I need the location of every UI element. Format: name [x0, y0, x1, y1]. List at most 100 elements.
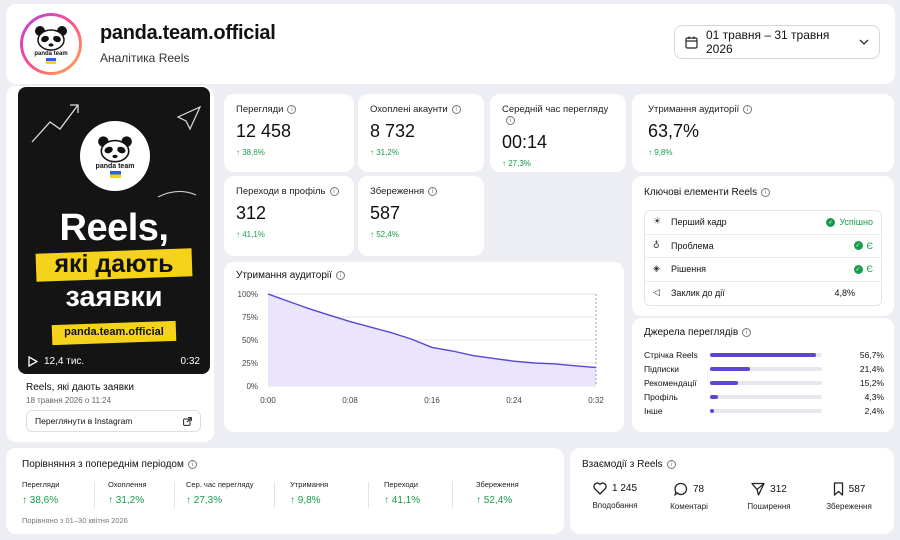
source-bar — [710, 381, 739, 385]
thumbnail-logo: panda team — [80, 121, 150, 191]
key-element-status: Є — [866, 240, 873, 251]
thumbnail-headline-3: заявки — [65, 281, 163, 313]
comparison-item: Переходи ↑ 41,1% — [384, 480, 474, 506]
check-circle-icon: ✓ — [826, 217, 836, 227]
info-icon[interactable]: i — [428, 186, 438, 196]
source-percent: 15,2% — [859, 378, 884, 388]
arrow-up-icon: ↑ — [22, 495, 30, 506]
key-element-row: ♁ Проблема ✓ Є — [645, 235, 881, 258]
y-tick-label: 0% — [246, 382, 258, 391]
key-element-label: Проблема — [671, 240, 714, 251]
source-row: Стрічка Reels 56,7% — [644, 348, 884, 362]
thumbnail-headline-1: Reels, — [59, 207, 169, 249]
retention-chart-card: Утримання аудиторії i 100% 75% 50% 25% 0% 0:00… — [224, 262, 624, 432]
metric-value: 8 732 — [370, 121, 416, 141]
key-elements-table: ☀ Перший кадр ✓ Успішно ♁ Проблема ✓ Є ◈ Р… — [644, 210, 882, 306]
x-tick-label: 0:00 — [260, 396, 276, 405]
view-in-instagram-button[interactable]: Переглянути в Instagram — [26, 410, 201, 432]
heart-icon — [593, 482, 607, 495]
arrow-up-icon: ↑ — [108, 495, 116, 506]
metric-value: 12 458 — [236, 121, 292, 141]
thumbnail-logo-text: panda team — [95, 162, 135, 170]
y-tick-label: 100% — [238, 290, 258, 299]
play-count: 12,4 тис. — [44, 356, 85, 367]
info-icon[interactable]: i — [506, 115, 515, 125]
reel-thumbnail[interactable]: panda team Reels, які дають заявки panda… — [18, 87, 210, 374]
arrow-up-icon: ↑ — [370, 148, 377, 157]
comment-icon — [674, 482, 688, 496]
metric-card-avg-watch-time: Середній час переглядуi 00:14 ↑ 27,3% — [490, 94, 626, 172]
metric-change: 41,1% — [242, 230, 265, 239]
interactions-card: Взаємодії з Reels i 1 245 Вподобання 78 К… — [570, 448, 894, 534]
interaction-comments: 78 Коментарі — [654, 482, 724, 511]
metric-label: Утримання аудиторії — [648, 104, 740, 115]
info-icon[interactable]: i — [761, 187, 771, 197]
source-label: Підписки — [644, 364, 680, 374]
date-range-picker[interactable]: 01 травня – 31 травня 2026 — [674, 25, 880, 59]
source-label: Стрічка Reels — [644, 350, 698, 360]
metric-label: Збереження — [370, 186, 425, 197]
info-icon[interactable]: i — [335, 270, 345, 280]
retention-area — [268, 294, 596, 386]
interaction-value: 1 245 — [611, 483, 638, 494]
comparison-label: Утримання — [290, 480, 329, 489]
divider — [368, 482, 369, 508]
metric-value: 312 — [236, 203, 267, 223]
comparison-value: 9,8% — [297, 495, 321, 506]
account-name: panda.team.official — [100, 22, 276, 44]
source-bar — [710, 395, 719, 399]
comparison-label: Сер. час перегляду — [186, 480, 254, 489]
key-element-row: ☀ Перший кадр ✓ Успішно — [645, 211, 881, 235]
comparison-item: Охоплення ↑ 31,2% — [108, 480, 198, 506]
info-icon[interactable]: i — [287, 104, 297, 114]
source-percent: 2,4% — [864, 406, 884, 416]
header: panda team panda.team.official Аналітика… — [6, 4, 895, 84]
thumbnail-headline-2-text: які дають — [54, 250, 174, 278]
interaction-likes: 1 245 Вподобання — [580, 482, 650, 510]
period-comparison-card: Порівняння з попереднім періодом i Перегл… — [6, 448, 564, 534]
comparison-item: Утримання ↑ 9,8% — [290, 480, 380, 506]
arrow-up-icon: ↑ — [648, 148, 655, 157]
info-icon[interactable]: i — [329, 186, 339, 196]
metric-value: 00:14 — [502, 132, 548, 152]
info-icon[interactable]: i — [187, 459, 197, 469]
account-avatar[interactable]: panda team — [20, 13, 82, 75]
interaction-value: 587 — [848, 483, 866, 495]
interaction-value: 78 — [692, 483, 705, 495]
comparison-label: Перегляди — [22, 480, 60, 489]
source-row: Рекомендації 15,2% — [644, 376, 884, 390]
key-elements-card: Ключові елементи Reels i ☀ Перший кадр ✓ У… — [632, 176, 894, 316]
key-element-status: Успішно — [839, 217, 873, 228]
info-icon[interactable]: i — [742, 327, 752, 337]
arrow-up-icon: ↑ — [236, 148, 243, 157]
calendar-icon — [685, 36, 698, 49]
source-percent: 4,3% — [864, 392, 884, 402]
info-icon[interactable]: i — [743, 104, 753, 114]
diamond-icon: ◈ — [653, 264, 660, 275]
source-label: Рекомендації — [644, 378, 697, 388]
external-link-icon — [183, 416, 192, 426]
info-icon[interactable]: i — [666, 459, 676, 469]
send-icon — [751, 482, 765, 496]
megaphone-icon: ◁ — [653, 288, 660, 299]
comparison-label: Збереження — [476, 480, 519, 489]
metric-change: 31,2% — [376, 148, 399, 157]
source-row: Інше 2,4% — [644, 404, 884, 418]
interaction-label: Вподобання — [592, 501, 638, 510]
metric-card-profile-visits: Переходи в профіль i 312 ↑ 41,1% — [224, 176, 354, 256]
interactions-title: Взаємодії з Reels — [582, 459, 663, 470]
info-icon[interactable]: i — [451, 104, 461, 114]
metric-card-saves: Збереження i 587 ↑ 52,4% — [358, 176, 484, 256]
y-tick-label: 50% — [242, 336, 258, 345]
page-subtitle: Аналітика Reels — [100, 51, 190, 65]
view-sources-card: Джерела переглядів i Стрічка Reels 56,7% П… — [632, 318, 894, 432]
comparison-value: 31,2% — [115, 495, 145, 506]
doodle-arrows-icon — [31, 104, 202, 198]
arrow-up-icon: ↑ — [186, 495, 194, 506]
divider — [174, 482, 175, 508]
key-element-label: Рішення — [671, 264, 707, 275]
source-row: Підписки 21,4% — [644, 362, 884, 376]
x-tick-label: 0:08 — [342, 396, 358, 405]
view-in-instagram-label: Переглянути в Instagram — [35, 416, 133, 426]
comparison-note: Порівняно з 01–30 квітня 2026 — [22, 516, 128, 525]
